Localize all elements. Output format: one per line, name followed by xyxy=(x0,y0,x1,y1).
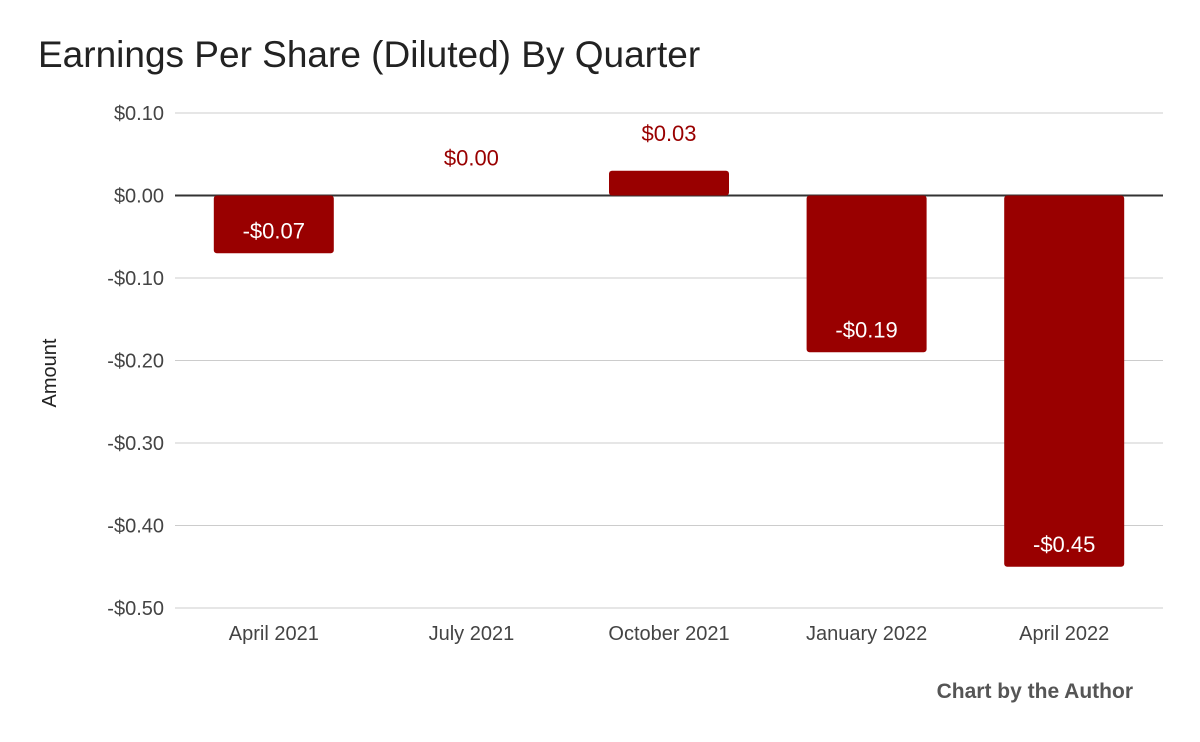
data-label: $0.00 xyxy=(444,146,499,171)
y-tick-label: -$0.10 xyxy=(107,268,164,290)
x-tick-label: April 2022 xyxy=(1019,623,1109,645)
y-tick-label: $0.10 xyxy=(114,103,164,125)
bar xyxy=(806,195,927,353)
data-label: $0.03 xyxy=(641,121,696,146)
x-tick-label: October 2021 xyxy=(608,623,729,645)
y-axis-label: Amount xyxy=(39,338,61,407)
y-tick-label: -$0.40 xyxy=(107,516,164,538)
x-tick-label: April 2021 xyxy=(229,623,319,645)
chart-title: Earnings Per Share (Diluted) By Quarter xyxy=(38,34,701,75)
bar xyxy=(609,170,729,196)
x-tick-label: January 2022 xyxy=(806,623,927,645)
chart-credit: Chart by the Author xyxy=(936,680,1133,703)
y-tick-label: -$0.30 xyxy=(107,433,164,455)
data-label: -$0.07 xyxy=(243,218,305,243)
y-tick-label: -$0.50 xyxy=(107,598,164,620)
y-tick-label: $0.00 xyxy=(114,186,164,208)
bar xyxy=(1004,195,1125,567)
y-tick-label: -$0.20 xyxy=(107,351,164,373)
x-tick-label: July 2021 xyxy=(429,623,515,645)
data-label: -$0.19 xyxy=(835,317,897,342)
bar xyxy=(213,195,334,254)
data-label: -$0.45 xyxy=(1033,532,1095,557)
